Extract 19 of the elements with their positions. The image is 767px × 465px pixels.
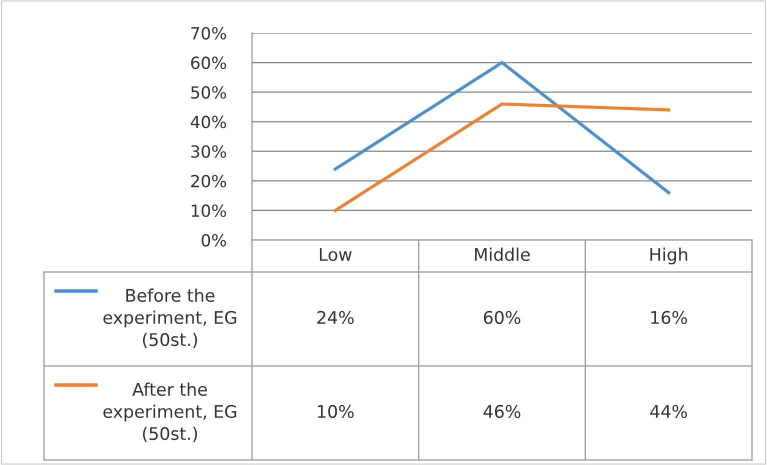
data-label: 24% xyxy=(317,310,354,324)
y-tick-label: 0% xyxy=(202,234,226,247)
x-tick-label: Middle xyxy=(475,248,530,262)
data-label: 46% xyxy=(484,404,520,418)
x-tick-label: High xyxy=(650,248,688,264)
data-label: 16% xyxy=(651,310,687,324)
y-tick-label: 30% xyxy=(191,145,226,158)
y-tick-label: 70% xyxy=(191,26,226,40)
y-tick-label: 10% xyxy=(192,204,226,217)
legend-label: After the experiment, EG (50st.) xyxy=(103,382,236,442)
y-tick-label: 20% xyxy=(191,174,226,188)
data-label: 10% xyxy=(318,404,354,418)
x-tick-label: Low xyxy=(320,248,352,262)
y-tick-label: 60% xyxy=(191,56,226,70)
data-label: 60% xyxy=(484,310,520,324)
legend-label: Before the experiment, EG (50st.) xyxy=(103,288,236,348)
y-tick-label: 50% xyxy=(191,86,226,99)
y-tick-label: 40% xyxy=(190,116,226,128)
data-label: 44% xyxy=(650,404,687,418)
